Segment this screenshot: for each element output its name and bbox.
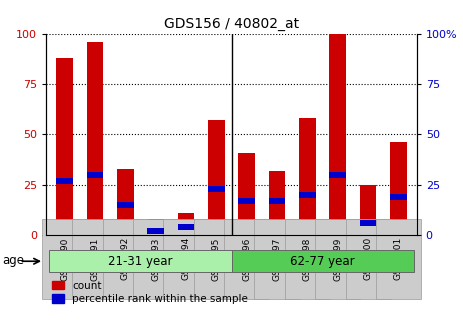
Text: 21-31 year: 21-31 year [108,255,173,268]
FancyBboxPatch shape [232,250,413,272]
Text: GSM2392: GSM2392 [121,237,130,281]
Bar [269,171,285,235]
Bar [329,34,346,235]
Bar [238,153,255,235]
Bar [329,172,346,178]
Text: GSM2390: GSM2390 [60,237,69,281]
Text: GSM2401: GSM2401 [394,237,403,281]
Bar [238,198,255,204]
Bar [390,142,407,235]
Title: GDS156 / 40802_at: GDS156 / 40802_at [164,17,299,31]
Bar [117,169,134,235]
Text: GSM2398: GSM2398 [303,237,312,281]
Bar [147,219,164,235]
Text: age: age [2,254,25,267]
FancyBboxPatch shape [50,250,232,272]
Legend: count, percentile rank within the sample: count, percentile rank within the sample [51,281,248,304]
Bar [299,192,316,198]
Bar [208,120,225,235]
Bar [56,178,73,184]
Bar [360,185,376,235]
Bar [87,42,103,235]
Text: GSM2396: GSM2396 [242,237,251,281]
Bar [56,58,73,235]
Bar [87,172,103,178]
Bar [117,202,134,208]
Text: GSM2397: GSM2397 [273,237,282,281]
Bar [390,194,407,200]
Text: GSM2391: GSM2391 [90,237,100,281]
Bar [269,198,285,204]
Text: GSM2393: GSM2393 [151,237,160,281]
Bar [299,118,316,235]
Bar [360,220,376,226]
Bar [147,228,164,234]
Bar [208,186,225,192]
Text: GSM2395: GSM2395 [212,237,221,281]
Text: GSM2400: GSM2400 [363,237,373,281]
Bar [178,224,194,230]
Text: GSM2394: GSM2394 [181,237,190,281]
Text: 62-77 year: 62-77 year [290,255,355,268]
Bar [178,213,194,235]
Text: GSM2399: GSM2399 [333,237,342,281]
